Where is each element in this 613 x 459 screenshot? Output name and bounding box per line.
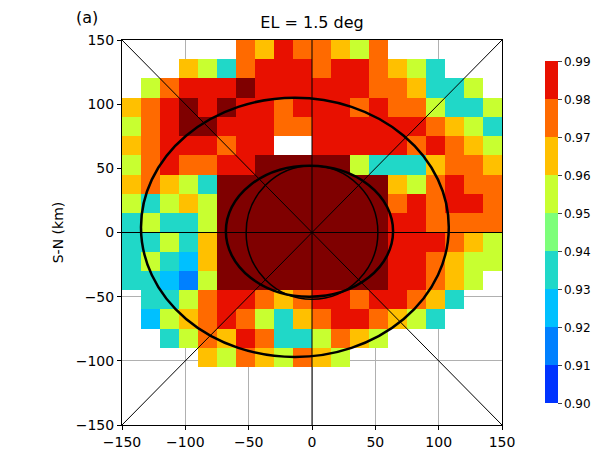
svg-text:0.94: 0.94 — [564, 245, 591, 259]
svg-text:−150: −150 — [76, 417, 114, 433]
svg-text:−50: −50 — [234, 434, 264, 450]
svg-text:S-N (km): S-N (km) — [50, 202, 66, 264]
svg-text:0.91: 0.91 — [564, 359, 591, 373]
svg-text:EL = 1.5 deg: EL = 1.5 deg — [260, 13, 363, 32]
svg-text:0: 0 — [105, 224, 114, 240]
svg-text:0.90: 0.90 — [564, 397, 591, 411]
svg-text:−50: −50 — [85, 289, 115, 305]
svg-text:150: 150 — [87, 32, 114, 48]
svg-text:0.93: 0.93 — [564, 283, 591, 297]
svg-text:0.97: 0.97 — [564, 131, 591, 145]
svg-text:50: 50 — [96, 160, 114, 176]
svg-text:100: 100 — [425, 434, 452, 450]
svg-text:0.96: 0.96 — [564, 169, 591, 183]
svg-text:0.99: 0.99 — [564, 55, 591, 69]
svg-text:0.95: 0.95 — [564, 207, 591, 221]
svg-text:0.92: 0.92 — [564, 321, 591, 335]
svg-text:50: 50 — [366, 434, 384, 450]
svg-text:0: 0 — [308, 434, 317, 450]
svg-text:−150: −150 — [103, 434, 141, 450]
svg-text:(a): (a) — [76, 8, 98, 27]
svg-text:−100: −100 — [76, 353, 114, 369]
svg-text:0.98: 0.98 — [564, 93, 591, 107]
svg-text:−100: −100 — [166, 434, 204, 450]
svg-text:100: 100 — [87, 96, 114, 112]
svg-text:150: 150 — [489, 434, 516, 450]
